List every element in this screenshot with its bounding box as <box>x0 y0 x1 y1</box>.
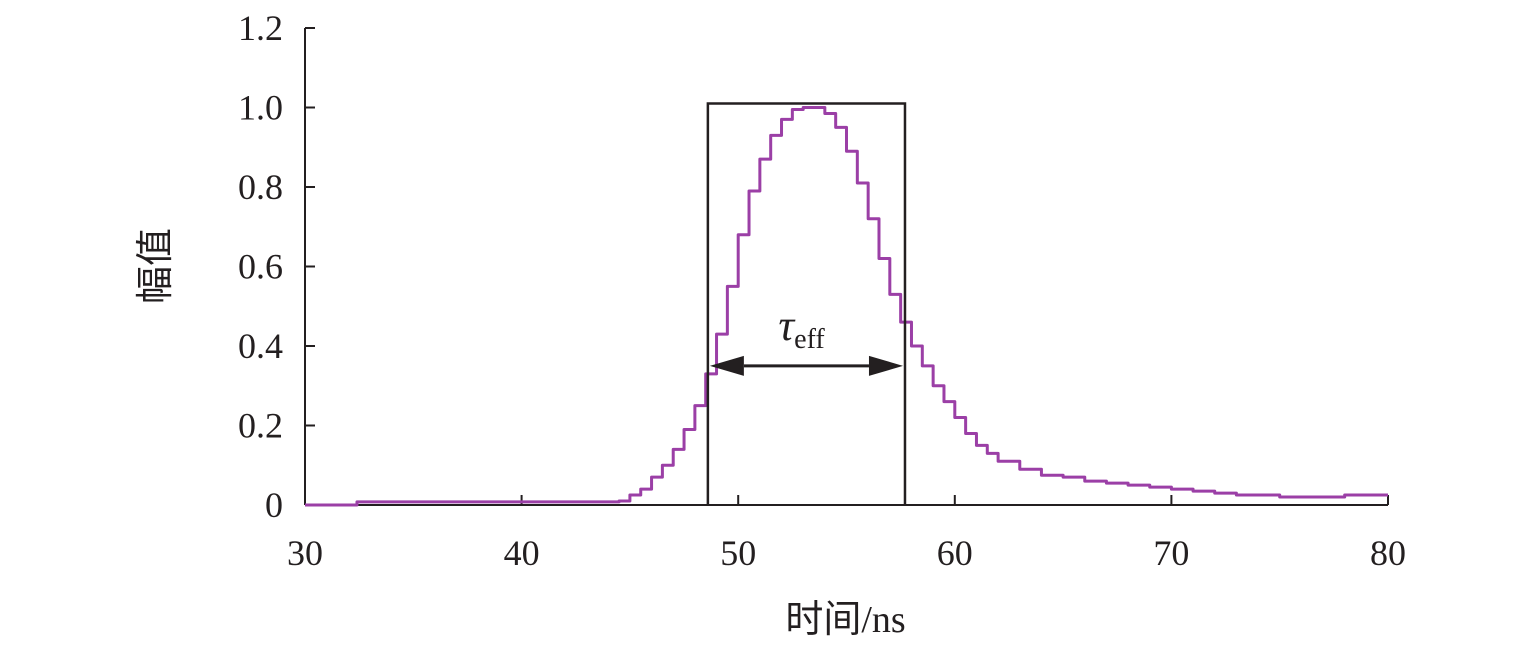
x-axis-title: 时间/ns <box>785 599 905 641</box>
y-tick-label: 1.0 <box>238 88 283 128</box>
tau-eff-label: τeff <box>778 301 825 355</box>
axes: 0 0.2 0.4 0.6 0.8 1.0 1.2 30 40 50 60 70 80 <box>238 8 1406 573</box>
y-tick-label: 0.6 <box>238 247 283 287</box>
tau-subscript: eff <box>794 324 825 355</box>
y-tick-label: 0 <box>265 485 283 525</box>
x-tick-label: 50 <box>720 533 756 573</box>
plot-area <box>305 106 1388 507</box>
series-line <box>305 106 1388 507</box>
x-tick-label: 40 <box>504 533 540 573</box>
x-tick-label: 80 <box>1370 533 1406 573</box>
arrow-head-right-icon <box>868 355 903 376</box>
y-tick-label: 0.8 <box>238 167 283 207</box>
pulse-width-bracket <box>706 102 907 505</box>
x-tick-label: 60 <box>937 533 973 573</box>
y-tick-label: 1.2 <box>238 8 283 48</box>
tau-symbol: τ <box>778 301 796 350</box>
y-tick-label: 0.4 <box>238 326 283 366</box>
x-tick-label: 30 <box>287 533 323 573</box>
y-axis-title: 幅值 <box>135 228 177 304</box>
x-tick-label: 70 <box>1153 533 1189 573</box>
annotation-group: τeff <box>706 102 907 505</box>
y-tick-label: 0.2 <box>238 406 283 446</box>
arrow-head-left-icon <box>709 355 744 376</box>
